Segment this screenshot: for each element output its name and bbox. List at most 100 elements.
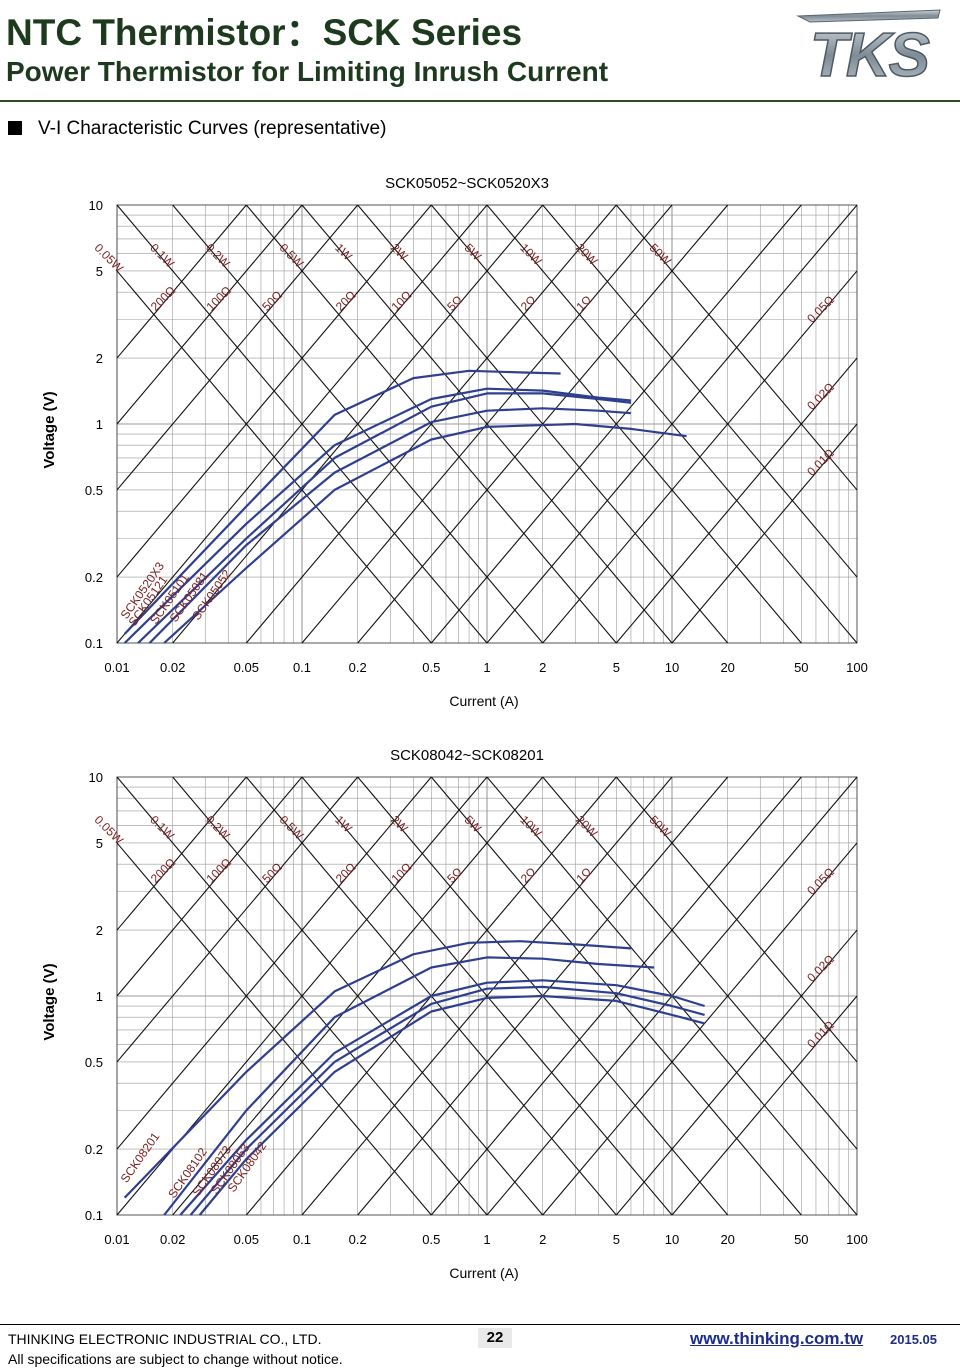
x-tick-label: 0.1 [293, 1232, 311, 1247]
vi-chart-sck08: SCK08042~SCK08201 0.05W 0.1W 0.2W 0.5W 1W 2W 5W… [0, 732, 960, 1292]
x-tick-label: 100 [846, 1232, 868, 1247]
resistance-line [301, 776, 673, 1216]
resistance-line [116, 776, 359, 1063]
vi-chart-sck05: SCK05052~SCK0520X3 0.05W 0.1W 0.2W 0.5W 1W 2W 5… [0, 160, 960, 720]
resistance-line-label: 100Ω [204, 283, 234, 313]
y-tick-label: 0.1 [85, 636, 103, 651]
y-tick-label: 5 [96, 836, 103, 851]
x-tick-label: 5 [613, 660, 620, 675]
x-tick-label: 0.02 [160, 660, 185, 675]
resistance-line [116, 776, 432, 1150]
x-tick-label: 0.01 [104, 660, 129, 675]
resistance-line [542, 842, 858, 1216]
x-tick-label: 10 [665, 660, 679, 675]
x-tick-label: 0.5 [422, 1232, 440, 1247]
y-tick-label: 2 [96, 351, 103, 366]
chart-grid [116, 205, 857, 644]
series-line [179, 979, 705, 1216]
x-tick-label: 0.1 [293, 660, 311, 675]
x-tick-label: 50 [794, 660, 808, 675]
footer-note: All specifications are subject to change… [8, 1351, 343, 1367]
footer-date: 2015.05 [890, 1332, 937, 1347]
section-title: V-I Characteristic Curves (representativ… [38, 118, 387, 139]
y-axis-title: Voltage (V) [41, 391, 58, 468]
resistance-line [172, 776, 544, 1216]
x-tick-label: 10 [665, 1232, 679, 1247]
resistance-line-label: 0.02Ω [804, 952, 837, 985]
y-tick-label: 10 [89, 198, 103, 213]
x-tick-label: 0.05 [234, 660, 259, 675]
resistance-line [615, 357, 858, 644]
y-tick-label: 0.5 [85, 1055, 103, 1070]
x-axis-title: Current (A) [449, 1265, 518, 1281]
power-line-label: 10W [517, 241, 545, 269]
power-line-label: 50W [647, 241, 675, 269]
resistance-line [430, 204, 802, 644]
series-line [189, 985, 705, 1216]
header-rule [0, 100, 960, 102]
page-title: NTC Thermistor：SCK Series [6, 12, 523, 53]
resistance-line [172, 204, 544, 644]
resistance-line [116, 204, 303, 425]
x-tick-label: 0.01 [104, 1232, 129, 1247]
y-tick-label: 1 [96, 989, 103, 1004]
series-line [148, 407, 632, 644]
resistance-line-label: 100Ω [204, 855, 234, 885]
resistance-line [116, 204, 247, 359]
series-line [163, 956, 655, 1216]
x-tick-label: 1 [483, 1232, 490, 1247]
resistance-line [671, 995, 858, 1216]
power-line-label: 50W [647, 813, 675, 841]
x-tick-label: 5 [613, 1232, 620, 1247]
footer-url-link[interactable]: www.thinking.com.tw [690, 1329, 864, 1348]
x-tick-label: 0.5 [422, 660, 440, 675]
resistance-line-label: 0.02Ω [804, 380, 837, 413]
resistance-line [116, 204, 359, 491]
svg-text:TKS: TKS [810, 21, 930, 86]
x-tick-label: 0.02 [160, 1232, 185, 1247]
x-tick-label: 50 [794, 1232, 808, 1247]
x-tick-label: 100 [846, 660, 868, 675]
y-tick-label: 0.2 [85, 1142, 103, 1157]
y-tick-label: 2 [96, 923, 103, 938]
resistance-line-label: 200Ω [148, 283, 178, 313]
y-tick-label: 0.2 [85, 570, 103, 585]
resistance-line-label: 200Ω [148, 855, 178, 885]
x-axis-title: Current (A) [449, 693, 518, 709]
series-label: SCK08201 [118, 1130, 163, 1186]
power-line-label: 10W [517, 813, 545, 841]
resistance-line-label: 0.05Ω [804, 865, 837, 898]
bullet-square-icon [8, 121, 22, 135]
x-tick-label: 20 [720, 1232, 734, 1247]
series-line [137, 392, 632, 644]
page-subtitle: Power Thermistor for Limiting Inrush Cur… [6, 56, 609, 87]
footer-rule [0, 1324, 960, 1325]
resistance-line [671, 423, 858, 644]
series-line [163, 422, 687, 644]
resistance-line [615, 929, 858, 1216]
resistance-line [245, 204, 617, 644]
resistance-line [116, 776, 303, 997]
resistance-line [486, 204, 858, 644]
power-line-label: 20W [573, 241, 601, 269]
y-tick-label: 1 [96, 417, 103, 432]
resistance-line-label: 0.01Ω [804, 446, 837, 479]
tks-logo: TKS [796, 9, 941, 86]
series-line [123, 387, 632, 644]
y-tick-label: 10 [89, 770, 103, 785]
x-tick-label: 1 [483, 660, 490, 675]
resistance-line [301, 204, 673, 644]
power-line-label: 20W [573, 813, 601, 841]
y-tick-label: 0.1 [85, 1208, 103, 1223]
series-line [198, 994, 705, 1216]
x-tick-label: 0.2 [349, 1232, 367, 1247]
x-tick-label: 20 [720, 660, 734, 675]
resistance-line [430, 776, 802, 1216]
section-heading: V-I Characteristic Curves (representativ… [8, 118, 386, 140]
series-line [123, 369, 561, 635]
x-tick-label: 0.2 [349, 660, 367, 675]
chart-title: SCK05052~SCK0520X3 [385, 175, 549, 192]
x-tick-label: 2 [539, 1232, 546, 1247]
